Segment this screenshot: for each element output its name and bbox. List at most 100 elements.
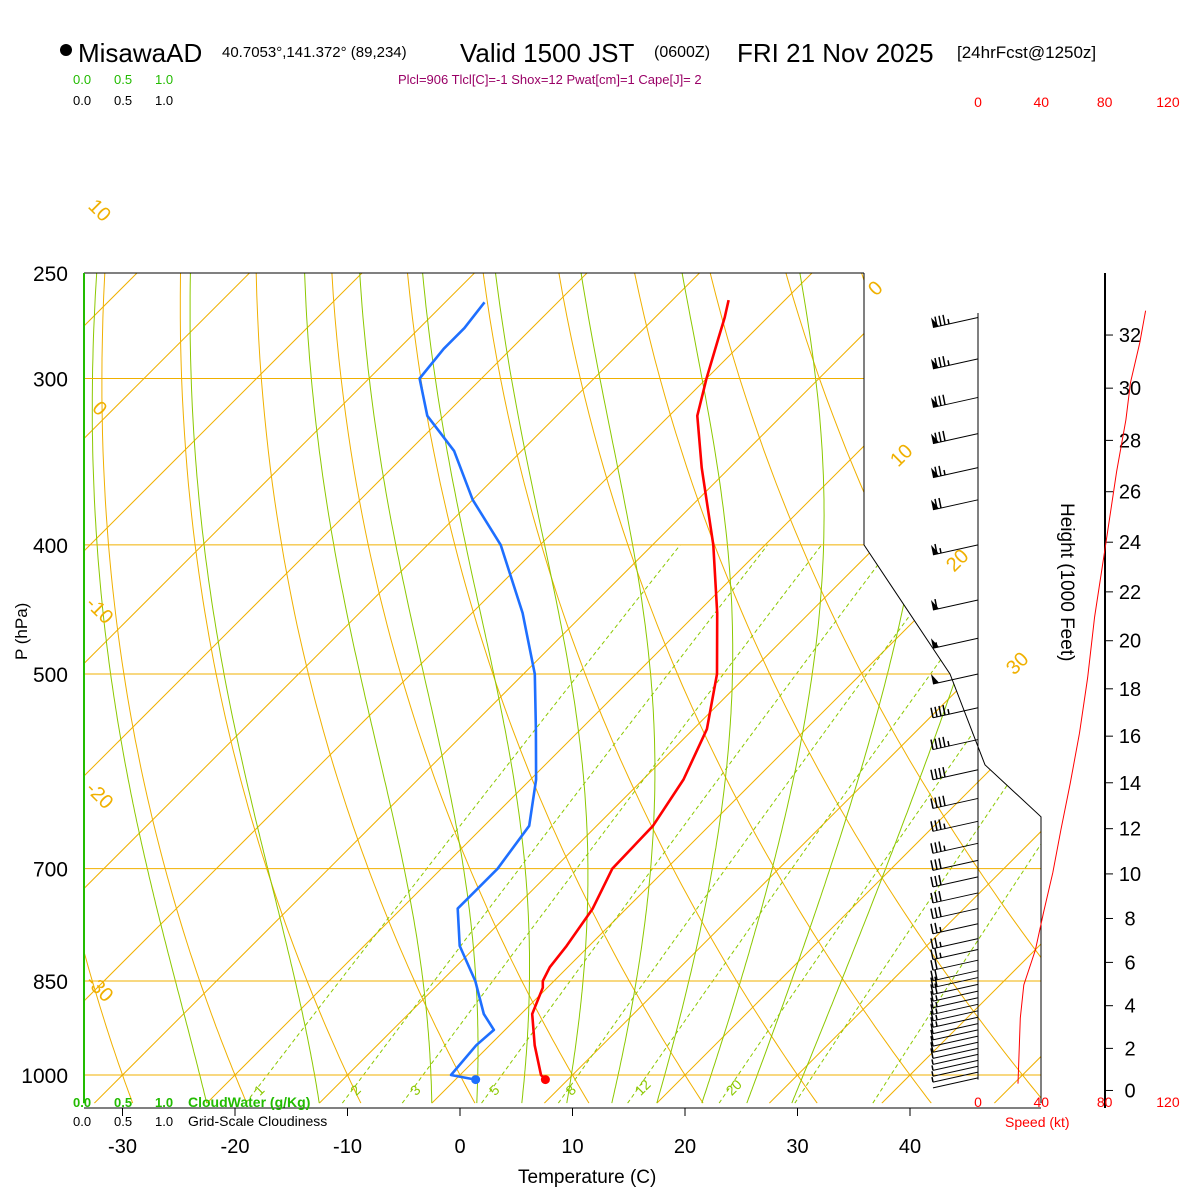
barb-half-flag [935,1001,938,1008]
barb-half-flag [947,740,950,747]
isotherm [84,273,700,1104]
height-tick-label: 8 [1124,908,1135,930]
barb-pennant [931,674,939,684]
height-tick-label: 10 [1119,864,1141,886]
pressure-tick-label: 500 [33,664,68,687]
barb-flag [934,922,938,934]
height-tick-label: 28 [1119,430,1141,452]
barb-staff [932,938,979,950]
y-axis-label: P (hPa) [12,603,31,660]
isotherm [93,273,925,1104]
mixing-ratio-label: 2 [347,1082,364,1099]
speed-tick-label-bottom: 40 [1034,1094,1050,1110]
wind-barb [930,990,979,1002]
isotherm-label: 0 [88,397,111,420]
barb-flag [930,860,934,871]
cloudwater-scale-bottom: 0.0 0.5 1.0 CloudWater (g/Kg) [73,1094,310,1110]
height-tick-label: 4 [1124,996,1135,1018]
barb-flag [934,859,938,870]
moist-adiabat [495,273,589,1104]
moist-adiabat [422,273,530,1104]
svg-text:0.5: 0.5 [114,93,132,108]
barb-flag [942,430,946,442]
barb-half-flag [935,1008,938,1014]
barb-staff [932,358,979,370]
isotherm [206,273,1038,1104]
x-tick-label: 40 [899,1136,921,1158]
height-tick-label: 2 [1124,1038,1135,1060]
barb-flag [938,891,942,902]
barb-staff [932,1059,979,1071]
moist-adiabat [359,273,479,1104]
barb-staff [932,1071,979,1083]
station-name: MisawaAD [78,38,202,68]
wind-barb [931,1053,979,1065]
dry-adiabat [255,273,476,1104]
wind-barb [930,906,979,920]
barb-flag [930,1017,934,1028]
wind-barb [931,497,979,511]
barb-staff [932,1077,979,1089]
barb-flag [930,1010,934,1021]
barb-flag [938,767,942,779]
height-tick-label: 20 [1119,631,1141,653]
wind-barb [931,356,979,370]
stability-indices: Plcl=906 Tlcl[C]=-1 Shox=12 Pwat[cm]=1 C… [398,72,702,87]
barb-flag [938,497,942,509]
dewpoint-profile [418,301,538,1081]
isotherm-label: 30 [1002,648,1033,679]
barb-flag [938,796,942,807]
barb-flag [930,990,934,1002]
wind-barb [930,976,979,989]
barb-flag [934,948,938,959]
barb-flag [930,707,934,718]
wind-barb [930,858,979,871]
barb-staff [932,842,979,854]
mixing-ratio-label: 12 [631,1076,653,1098]
wind-barb [930,1029,979,1041]
barb-staff [932,739,979,751]
barb-flag [942,356,946,367]
moist-adiabat [701,273,825,1104]
height-axis-label: Height (1000 Feet) [1056,503,1077,661]
svg-text:0.0: 0.0 [73,1114,91,1129]
barb-staff [932,797,979,809]
barb-staff [932,892,979,904]
barb-flag [942,704,946,716]
x-tick-label: 30 [786,1136,808,1158]
height-tick-label: 6 [1124,952,1135,974]
barb-staff [932,1010,979,1022]
barb-flag [930,938,934,949]
barb-staff [932,599,979,611]
mixing-ratio-line [557,544,963,1104]
barb-staff [932,876,979,888]
mixing-ratio-line [872,544,1041,1104]
plot-boundary [83,272,1042,1104]
wind-barb [930,841,979,854]
dry-adiabat [0,273,19,1103]
wind-barb [930,983,979,995]
dry-adiabat [331,273,590,1104]
barb-flag [942,766,946,778]
wind-barb [930,948,979,960]
barb-flag [934,543,938,555]
barb-flag [930,821,934,832]
barb-flag [930,1023,934,1034]
barb-flag [942,314,946,326]
svg-text:0.5: 0.5 [114,1114,132,1129]
barb-flag [938,431,942,442]
barb-staff [932,859,979,871]
wind-barb [930,1047,979,1059]
barb-flag [930,970,934,981]
barb-flag [938,465,942,477]
barb-flag [934,797,938,808]
isotherm [84,273,250,1104]
barb-staff [932,923,979,935]
barb-staff [932,990,979,1002]
wind-barb [931,599,979,611]
dry-adiabat [482,273,818,1104]
barb-flag [930,739,934,750]
